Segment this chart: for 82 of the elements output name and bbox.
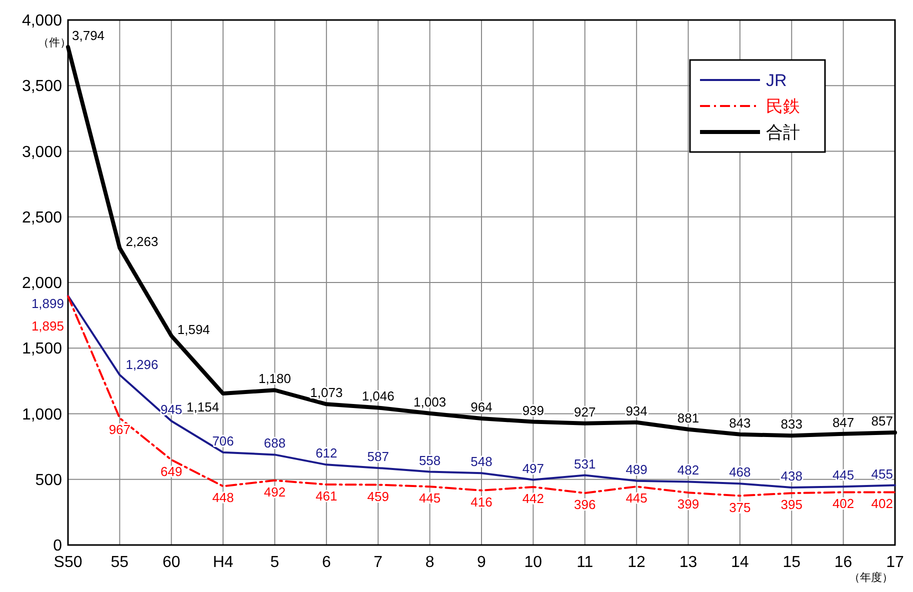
data-label: 1,046 <box>362 388 394 404</box>
data-label: 558 <box>418 452 441 468</box>
data-label: 1,154 <box>186 400 220 415</box>
data-label: 964 <box>470 399 492 414</box>
legend-label: 合計 <box>766 122 800 142</box>
x-tick-label: 11 <box>576 554 594 571</box>
y-tick-label: 0 <box>53 538 62 555</box>
data-label: 945 <box>160 402 182 417</box>
x-tick-label: 17 <box>886 554 904 571</box>
x-tick-label: S50 <box>54 554 82 571</box>
data-label: 489 <box>626 462 648 477</box>
data-label: 1,895 <box>31 318 64 334</box>
x-tick-label: 60 <box>162 554 180 571</box>
y-tick-label: 2,500 <box>22 209 62 226</box>
data-label: 612 <box>316 446 338 461</box>
y-axis-title: （件） <box>38 37 71 49</box>
data-label: 445 <box>626 490 648 506</box>
data-label: 967 <box>108 422 131 438</box>
x-tick-label: 15 <box>782 554 801 571</box>
data-label: 468 <box>729 464 751 480</box>
data-label: 395 <box>780 497 802 512</box>
data-label: 3,794 <box>72 28 105 44</box>
data-label: 1,594 <box>177 322 210 337</box>
data-label: 482 <box>677 462 700 478</box>
y-tick-label: 2,000 <box>22 275 62 292</box>
data-label: 531 <box>574 456 596 472</box>
data-label: 445 <box>832 468 854 483</box>
y-tick-label: 3,000 <box>22 144 62 161</box>
legend-label: JR <box>766 70 787 90</box>
data-label: 402 <box>871 496 893 512</box>
data-label: 396 <box>574 497 596 512</box>
data-label: 492 <box>264 484 286 500</box>
data-label: 448 <box>212 490 234 506</box>
data-label: 1,003 <box>414 394 446 410</box>
data-label: 847 <box>832 414 854 430</box>
data-label: 1,899 <box>31 296 64 311</box>
data-label: 399 <box>677 496 700 512</box>
data-label: 375 <box>729 500 751 515</box>
data-label: 438 <box>780 468 802 484</box>
data-label: 548 <box>470 454 492 470</box>
data-label: 587 <box>367 448 389 464</box>
data-label: 416 <box>470 494 492 510</box>
x-tick-label: 14 <box>731 554 749 571</box>
data-label: 706 <box>212 433 234 448</box>
x-tick-label: 10 <box>524 554 542 571</box>
data-label: 459 <box>367 488 389 504</box>
x-tick-label: 7 <box>374 554 383 571</box>
x-tick-label: 9 <box>477 554 486 571</box>
data-label: 1,296 <box>126 356 158 372</box>
y-tick-label: 3,500 <box>22 78 62 96</box>
x-tick-label: 13 <box>679 554 698 571</box>
data-label: 1,073 <box>310 385 343 400</box>
x-tick-label: 8 <box>425 554 434 571</box>
data-label: 1,180 <box>258 371 292 386</box>
x-tick-label: 12 <box>628 554 646 571</box>
data-label: 843 <box>729 415 751 430</box>
x-tick-label: 55 <box>110 554 129 571</box>
y-tick-label: 500 <box>35 472 62 489</box>
data-label: 402 <box>832 496 854 512</box>
data-label: 857 <box>871 414 893 429</box>
y-tick-label: 4,000 <box>22 12 62 30</box>
x-axis-title: （年度） <box>849 571 893 584</box>
data-label: 934 <box>626 403 648 418</box>
data-label: 688 <box>264 436 286 451</box>
data-label: 445 <box>418 490 441 506</box>
legend-label: 民鉄 <box>766 96 800 116</box>
y-tick-label: 1,000 <box>22 406 62 424</box>
x-tick-label: 5 <box>270 554 280 571</box>
x-tick-label: 16 <box>834 554 852 571</box>
data-label: 833 <box>780 416 802 432</box>
data-label: 497 <box>522 460 544 476</box>
data-label: 881 <box>677 410 700 426</box>
data-label: 927 <box>574 404 596 420</box>
data-label: 939 <box>522 402 544 418</box>
data-label: 455 <box>871 466 893 482</box>
y-tick-label: 1,500 <box>22 340 62 358</box>
data-label: 442 <box>522 490 544 506</box>
data-label: 461 <box>316 488 338 504</box>
data-label: 649 <box>160 464 182 479</box>
data-label: 2,263 <box>126 234 158 249</box>
x-tick-label: H4 <box>212 554 234 571</box>
x-tick-label: 6 <box>322 554 331 571</box>
